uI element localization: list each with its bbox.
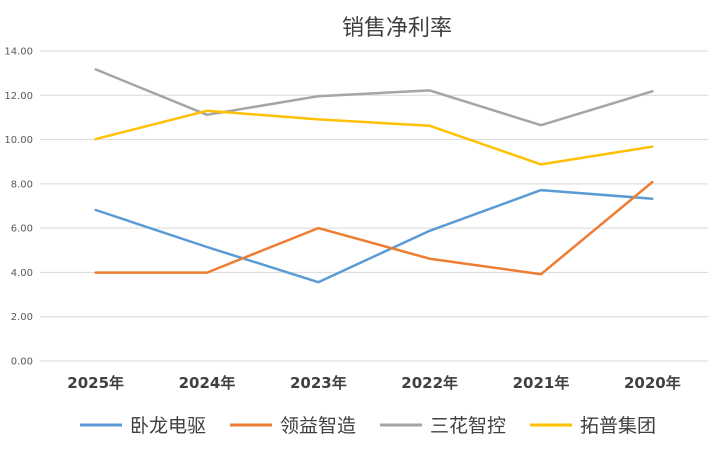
x-tick-label: 2020年 bbox=[624, 374, 681, 392]
y-tick-label: 10.00 bbox=[4, 135, 33, 146]
gridlines bbox=[40, 50, 708, 362]
y-tick-label: 8.00 bbox=[11, 179, 33, 190]
y-tick-label: 12.00 bbox=[4, 91, 33, 102]
x-tick-label: 2024年 bbox=[179, 374, 236, 392]
legend-label: 卧龙电驱 bbox=[130, 415, 206, 437]
x-tick-label: 2021年 bbox=[513, 374, 570, 392]
series-line bbox=[94, 188, 654, 284]
x-tick-label: 2025年 bbox=[67, 374, 124, 392]
legend-label: 三花智控 bbox=[430, 415, 506, 437]
y-axis-ticks: 0.00 2.00 4.00 6.00 8.00 10.00 12.00 14.00 bbox=[4, 47, 33, 368]
chart-title: 销售净利率 bbox=[342, 16, 452, 41]
legend: 卧龙电驱 领益智造 三花智控 拓普集团 bbox=[80, 415, 656, 437]
x-tick-label: 2022年 bbox=[401, 374, 458, 392]
y-tick-label: 2.00 bbox=[11, 312, 33, 323]
series-line bbox=[94, 109, 654, 166]
y-tick-label: 6.00 bbox=[11, 224, 33, 235]
y-tick-label: 14.00 bbox=[4, 47, 33, 58]
series-lines bbox=[94, 68, 654, 284]
y-tick-label: 4.00 bbox=[11, 268, 33, 279]
series-line bbox=[94, 68, 654, 127]
legend-label: 拓普集团 bbox=[580, 415, 656, 437]
series-line bbox=[94, 180, 654, 276]
x-axis-ticks: 2025年 2024年 2023年 2022年 2021年 2020年 bbox=[67, 374, 680, 392]
y-tick-label: 0.00 bbox=[11, 357, 33, 368]
legend-label: 领益智造 bbox=[280, 415, 356, 437]
x-tick-label: 2023年 bbox=[290, 374, 347, 392]
